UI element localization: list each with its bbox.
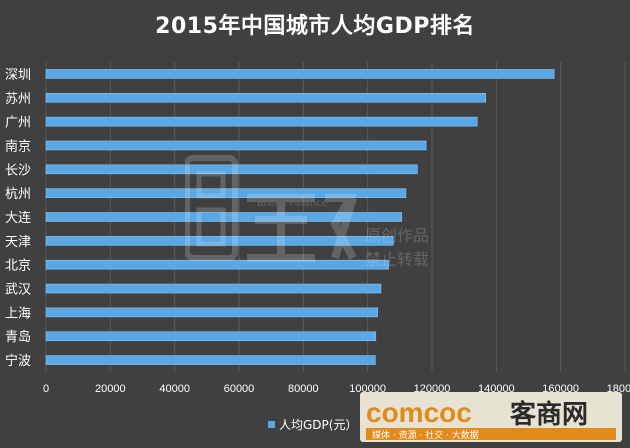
logo-brand-cn: 客商网 (510, 399, 588, 430)
x-tick-label: 60000 (224, 383, 255, 395)
x-tick-label: 20000 (95, 383, 126, 395)
bar-5 (45, 188, 407, 198)
category-label: 广州 (5, 116, 31, 131)
category-label: 苏州 (5, 91, 31, 107)
watermark-line2: 禁止转载 (365, 250, 430, 269)
category-label: 杭州 (5, 187, 31, 202)
category-label: 长沙 (5, 163, 31, 178)
chart-title: 2015年中国城市人均GDP排名 (155, 14, 475, 39)
category-label: 上海 (5, 306, 31, 321)
logo-tagline: 媒体 · 资源 · 社交 · 大数据 (372, 429, 479, 441)
x-tick-label: 40000 (159, 383, 190, 395)
bar-9 (45, 283, 382, 294)
bar-12 (45, 355, 376, 365)
bar-8 (45, 259, 389, 270)
bar-0 (45, 69, 555, 79)
logo-brand: comcoc (366, 397, 472, 428)
bar-11 (45, 331, 377, 342)
x-tick-label: 0 (43, 383, 49, 395)
comcoc-logo-icon: comcoc 客商网 媒体 · 资源 · 社交 · 大数据 (360, 392, 622, 442)
bar-1 (45, 92, 487, 103)
bar-6 (45, 212, 403, 222)
watermark: Bread Finance 原创作品 禁止转载 (185, 150, 455, 270)
category-label: 南京 (5, 138, 31, 154)
legend-swatch (268, 421, 275, 428)
category-label: 青岛 (5, 329, 31, 345)
legend-label: 人均GDP(元） (279, 418, 358, 432)
watermark-en: Bread Finance (257, 198, 328, 209)
category-label: 武汉 (5, 283, 31, 298)
bar-3 (45, 140, 427, 151)
bar-4 (45, 164, 418, 175)
bar-10 (45, 307, 378, 318)
category-label: 宁波 (5, 353, 31, 369)
bread-finance-logo-icon (185, 155, 357, 262)
legend: 人均GDP(元） (268, 416, 357, 433)
category-label: 北京 (5, 259, 31, 274)
bar-7 (45, 236, 394, 246)
category-label: 大连 (5, 210, 31, 226)
category-label: 天津 (5, 235, 31, 250)
bar-2 (45, 116, 478, 127)
category-label: 深圳 (5, 68, 31, 83)
comcoc-logo: comcoc 客商网 媒体 · 资源 · 社交 · 大数据 (360, 392, 622, 442)
watermark-line1: 原创作品 (365, 226, 430, 245)
x-tick-label: 80000 (288, 383, 319, 395)
